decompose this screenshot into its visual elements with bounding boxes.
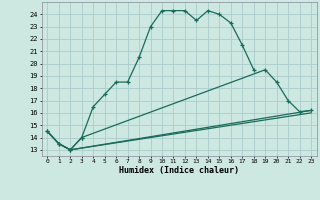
X-axis label: Humidex (Indice chaleur): Humidex (Indice chaleur) <box>119 166 239 175</box>
